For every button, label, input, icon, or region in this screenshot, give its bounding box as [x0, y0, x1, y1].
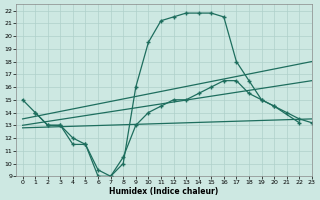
X-axis label: Humidex (Indice chaleur): Humidex (Indice chaleur): [109, 187, 219, 196]
